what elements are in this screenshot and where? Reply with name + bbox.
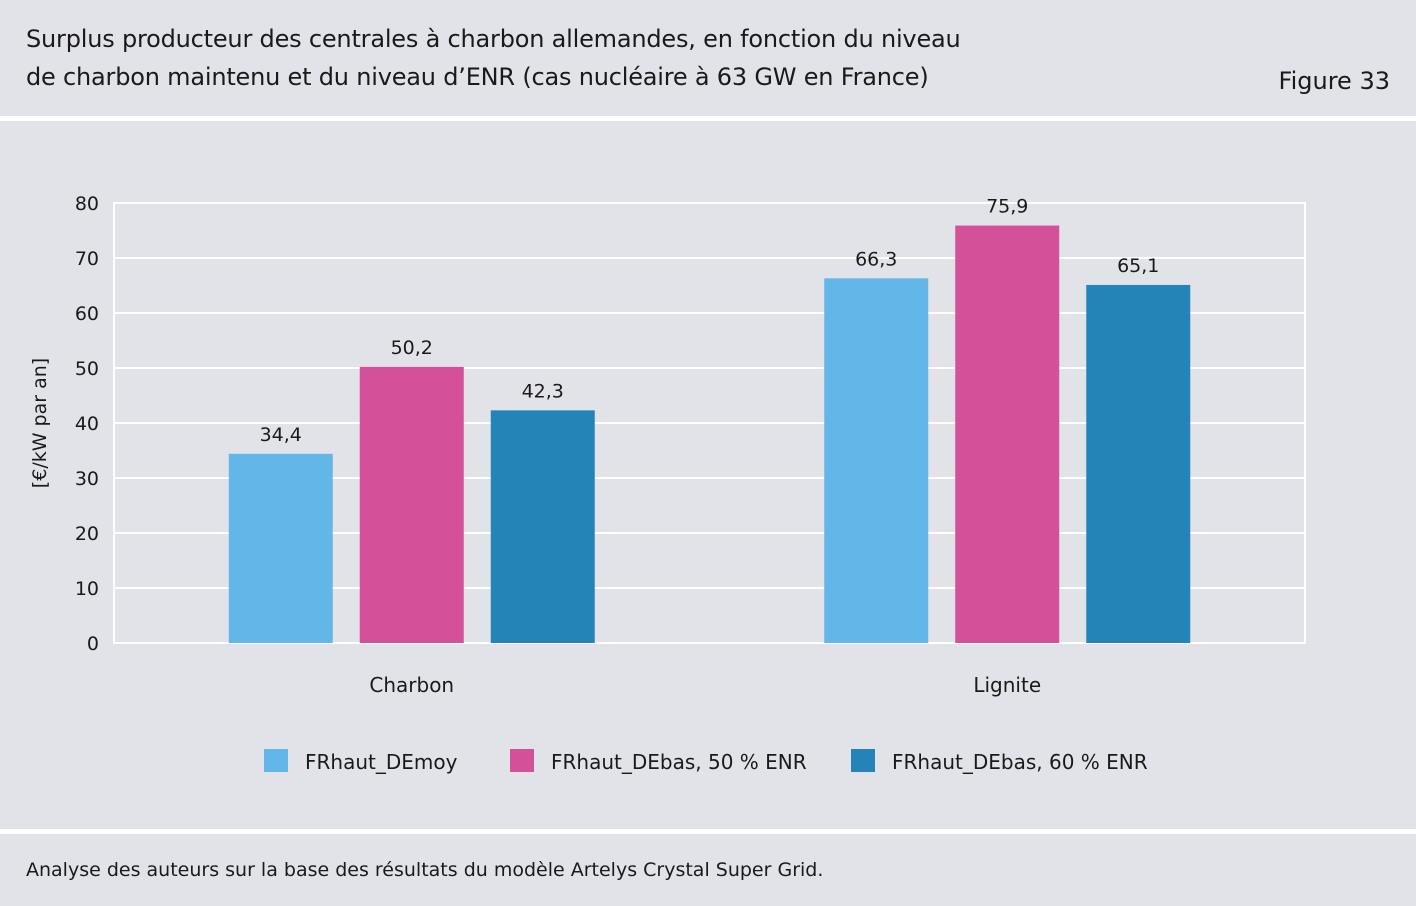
legend-label: FRhaut_DEbas, 60 % ENR (892, 750, 1148, 774)
y-tick-label: 0 (87, 633, 99, 655)
y-tick-label: 50 (75, 358, 99, 380)
bar-value-label: 75,9 (986, 196, 1028, 218)
bar (228, 453, 333, 643)
source-note: Analyse des auteurs sur la base des résu… (26, 859, 824, 881)
legend-swatch (264, 749, 288, 772)
header: Surplus producteur des centrales à charb… (0, 0, 1416, 116)
bar-value-label: 65,1 (1117, 255, 1159, 277)
y-tick-label: 70 (75, 248, 99, 270)
y-tick-label: 10 (75, 578, 99, 600)
legend-swatch (510, 749, 534, 772)
title-line-2: de charbon maintenu et du niveau d’ENR (… (26, 63, 929, 91)
x-category-label: Lignite (973, 673, 1041, 697)
title-line-1: Surplus producteur des centrales à charb… (26, 25, 961, 53)
bar (490, 410, 595, 643)
legend-label: FRhaut_DEmoy (305, 750, 458, 774)
bar (1086, 284, 1191, 643)
x-category-label: Charbon (369, 673, 454, 697)
y-axis-label: [€/kW par an] (29, 358, 51, 488)
bar-chart: 0 10 20 30 40 50 60 70 80 [€/kW par an] 34,4 50,2 42… (29, 193, 1306, 774)
chart-panel: 0 10 20 30 40 50 60 70 80 [€/kW par an] 34,4 50,2 42… (0, 121, 1416, 829)
legend-swatch (851, 749, 875, 772)
y-tick-label: 40 (75, 413, 99, 435)
bar-value-label: 42,3 (522, 380, 564, 402)
bar (955, 225, 1060, 644)
bar-value-label: 66,3 (855, 248, 897, 270)
y-tick-label: 30 (75, 468, 99, 490)
bar-value-label: 34,4 (260, 424, 302, 446)
bar-value-label: 50,2 (391, 337, 433, 359)
y-tick-label: 80 (75, 193, 99, 215)
footer: Analyse des auteurs sur la base des résu… (0, 834, 1416, 906)
y-tick-label: 20 (75, 523, 99, 545)
legend-label: FRhaut_DEbas, 50 % ENR (551, 750, 807, 774)
bar (824, 278, 929, 643)
y-tick-label: 60 (75, 303, 99, 325)
figure-label: Figure 33 (1278, 67, 1390, 95)
chart-title: Surplus producteur des centrales à charb… (26, 20, 1026, 96)
bar (359, 366, 464, 643)
